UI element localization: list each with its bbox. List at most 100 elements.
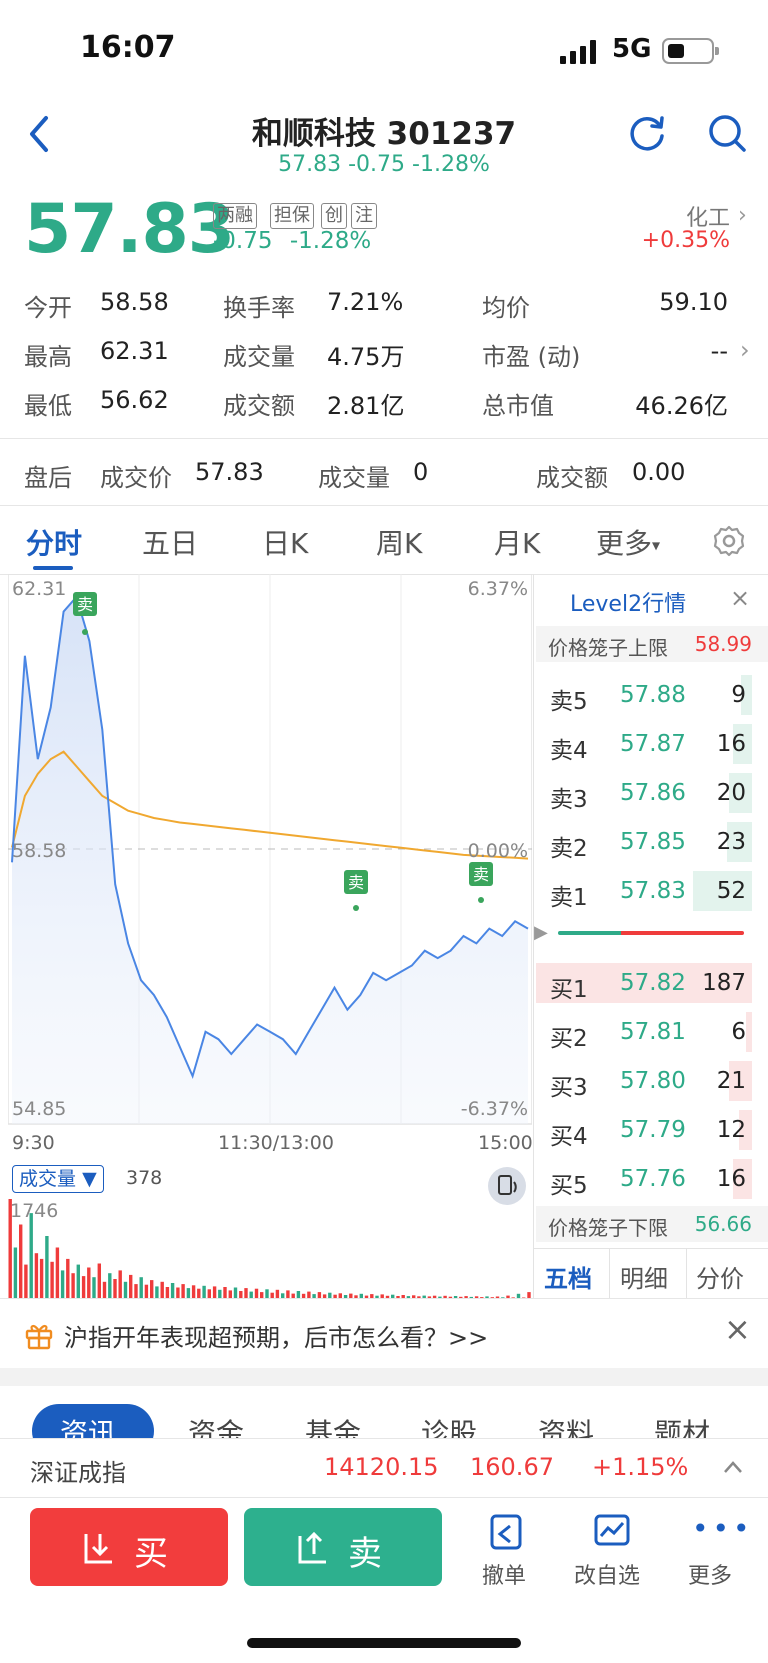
volume-bar	[239, 1291, 243, 1299]
close-icon[interactable]: ×	[724, 1310, 751, 1348]
volume-bar	[417, 1296, 421, 1299]
tab-five-levels[interactable]: 五档	[544, 1265, 592, 1293]
bid-level-2[interactable]: 买2 57.81 6	[540, 1009, 752, 1055]
volume-bar	[39, 1258, 44, 1299]
index-name: 深证成指	[30, 1459, 126, 1487]
change-percent: -1.28%	[289, 228, 372, 254]
bid-level-4[interactable]: 买4 57.79 12	[540, 1107, 752, 1153]
after-vol-label: 成交量	[318, 464, 390, 492]
chevron-up-icon[interactable]	[722, 1459, 744, 1475]
news-tab-themes[interactable]: 题材	[654, 1417, 711, 1438]
volume-indicator-label: 成交量	[19, 1168, 77, 1190]
tab-intraday[interactable]: 分时	[26, 527, 83, 560]
tab-price-dist[interactable]: 分价	[696, 1265, 744, 1293]
ask-level-1[interactable]: 卖5 57.88 9	[540, 672, 752, 718]
gear-icon[interactable]	[712, 524, 746, 558]
bid-level-3[interactable]: 买3 57.80 21	[540, 1058, 752, 1104]
volume-bar	[506, 1295, 510, 1299]
bid-qty: 187	[702, 970, 746, 996]
search-icon[interactable]	[706, 112, 748, 154]
bid-volume-bar	[536, 963, 752, 1003]
volume-bar	[191, 1285, 196, 1299]
price-line	[11, 594, 529, 1080]
bid-level-1[interactable]: 买1 57.82 187	[536, 960, 752, 1006]
chevron-right-icon[interactable]: ›	[740, 336, 750, 364]
volume-bar	[385, 1295, 390, 1299]
ask-level-2[interactable]: 卖4 57.87 16	[540, 721, 752, 767]
sector-name[interactable]: 化工	[685, 206, 730, 231]
news-tab-fund[interactable]: 基金	[305, 1417, 362, 1438]
sell-marker-text: 卖	[473, 865, 489, 884]
intraday-chart[interactable]: 卖 卖 卖	[8, 574, 532, 1126]
volume-bar	[281, 1293, 285, 1299]
volume-bar	[113, 1279, 117, 1299]
volume-bar	[233, 1287, 238, 1299]
volume-bar	[307, 1291, 311, 1299]
gift-icon	[25, 1325, 53, 1350]
tab-more[interactable]: 更多▾	[596, 522, 660, 562]
tab-weekly-k[interactable]: 周K	[376, 527, 423, 560]
tag-registration: 注	[351, 203, 377, 229]
chevron-right-icon[interactable]: ›	[738, 203, 747, 228]
volume-bar	[291, 1293, 295, 1299]
ask-volume-bar	[726, 822, 752, 862]
bid-ask-ratio-bar	[558, 931, 744, 935]
sell-label: 卖	[348, 1534, 382, 1574]
chart-max-label: 62.31	[12, 578, 67, 600]
edit-watchlist-button[interactable]: 改自选	[570, 1508, 654, 1592]
index-bar[interactable]: 深证成指 14120.15 160.67 +1.15%	[0, 1438, 768, 1498]
last-price: 57.83	[24, 190, 235, 269]
close-icon[interactable]: ×	[730, 584, 751, 612]
rotate-screen-icon[interactable]	[487, 1166, 527, 1206]
tab-details[interactable]: 明细	[620, 1265, 668, 1293]
bid-level-5[interactable]: 买5 57.76 16	[540, 1156, 752, 1202]
tab-monthly-k[interactable]: 月K	[494, 527, 541, 560]
price-area	[12, 596, 528, 1124]
avg-price-line	[11, 750, 529, 860]
volume-indicator-select[interactable]: 成交量 ▼	[12, 1165, 104, 1193]
after-vol-value: 0	[413, 458, 429, 486]
cancel-order-icon	[490, 1514, 522, 1550]
volume-bar	[265, 1289, 269, 1299]
sell-marker[interactable]: 卖	[344, 870, 368, 911]
network-type: 5G	[612, 34, 652, 64]
level2-title[interactable]: Level2行情	[570, 592, 687, 617]
tab-daily-k[interactable]: 日K	[262, 527, 309, 560]
pe-value: --	[710, 337, 728, 365]
ask-level-3[interactable]: 卖3 57.86 20	[540, 770, 752, 816]
news-tab-profile[interactable]: 资料	[538, 1417, 595, 1438]
news-tab-info[interactable]: 资讯	[60, 1417, 117, 1438]
promo-banner[interactable]: 沪指开年表现超预期，后市怎么看？>>	[64, 1324, 489, 1352]
chart-max-pct: 6.37%	[467, 578, 528, 600]
refresh-icon[interactable]	[626, 112, 668, 154]
more-button[interactable]: ••• 更多	[686, 1508, 750, 1592]
ask-label: 卖2	[550, 836, 588, 862]
volume-bar	[338, 1293, 342, 1299]
volume-bar	[495, 1296, 500, 1299]
volume-bar	[401, 1295, 405, 1299]
bid-price: 57.81	[620, 1019, 686, 1045]
cancel-order-button[interactable]: 撤单	[470, 1508, 542, 1592]
divider	[0, 438, 768, 439]
news-tab-diagnosis[interactable]: 诊股	[421, 1417, 478, 1438]
sell-marker[interactable]: 卖	[73, 592, 97, 635]
sell-button[interactable]: 卖	[244, 1508, 442, 1586]
sell-marker[interactable]: 卖	[469, 862, 493, 903]
back-icon[interactable]	[20, 110, 60, 158]
ask-level-5[interactable]: 卖1 57.83 52	[540, 868, 752, 914]
volume-bar	[485, 1296, 489, 1299]
volume-bar	[443, 1295, 447, 1299]
price-cage-upper-label: 价格笼子上限	[548, 636, 668, 660]
volume-bar	[218, 1289, 222, 1299]
ask-volume-bar	[741, 675, 752, 715]
tab-five-day[interactable]: 五日	[142, 527, 199, 560]
buy-button[interactable]: 买	[30, 1508, 228, 1586]
ask-level-4[interactable]: 卖2 57.85 23	[540, 819, 752, 865]
bid-price: 57.79	[620, 1117, 686, 1143]
volume-bar	[186, 1288, 191, 1299]
tab-active-indicator	[33, 566, 73, 570]
index-change: 160.67	[470, 1453, 554, 1481]
ask-label: 卖1	[550, 885, 588, 911]
news-tab-funds[interactable]: 资金	[188, 1417, 245, 1438]
ask-volume-bar	[692, 871, 752, 911]
